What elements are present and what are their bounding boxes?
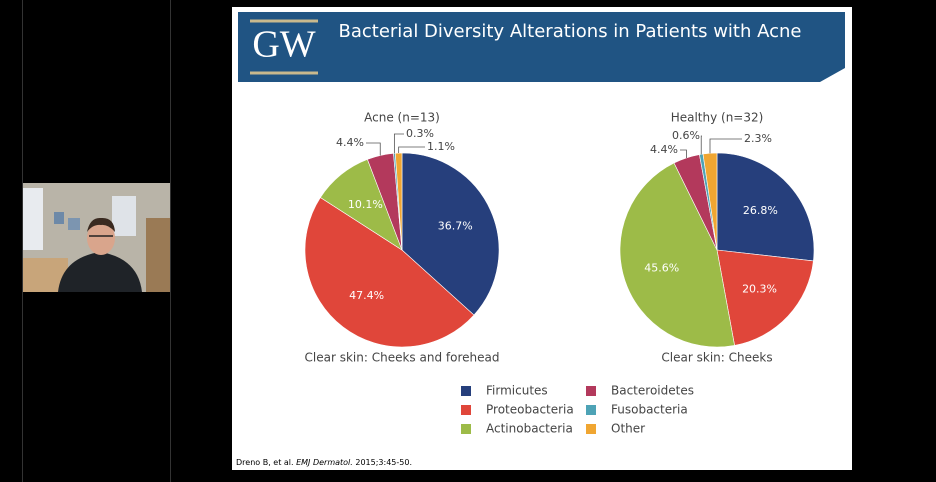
citation-part: EMJ Dermatol. xyxy=(296,458,353,467)
value-label: 1.1% xyxy=(427,140,455,153)
pie-slice xyxy=(716,152,815,262)
logo: GW xyxy=(252,24,315,66)
legend-swatch xyxy=(461,386,471,396)
pie-slice xyxy=(304,197,475,348)
citation-part: Dreno B, et al. xyxy=(236,458,296,467)
webcam-feed xyxy=(23,183,170,292)
value-label: 36.7% xyxy=(438,219,473,232)
leader-line xyxy=(680,149,687,158)
cabinet xyxy=(146,218,170,292)
window xyxy=(112,196,136,236)
citation: Dreno B, et al. EMJ Dermatol. 2015;3:45-… xyxy=(236,458,412,467)
legend-swatch xyxy=(586,424,596,434)
pie-title: Healthy (n=32) xyxy=(671,111,764,125)
citation-part: 2015;3:45-50. xyxy=(353,458,412,467)
pie-slice xyxy=(716,249,814,346)
value-label: 10.1% xyxy=(348,198,383,211)
legend-label: Actinobacteria xyxy=(486,422,573,436)
slide-header xyxy=(238,12,845,82)
window xyxy=(23,188,43,250)
pie-slice xyxy=(394,152,403,251)
value-label: 0.3% xyxy=(406,127,434,140)
value-label: 45.6% xyxy=(644,261,679,274)
value-label: 4.4% xyxy=(650,143,678,156)
value-label: 0.6% xyxy=(672,129,700,142)
pie-slice xyxy=(619,162,735,348)
value-label: 4.4% xyxy=(336,136,364,149)
person-head xyxy=(87,221,115,255)
legend-label: Proteobacteria xyxy=(486,403,574,417)
value-label: 47.4% xyxy=(349,289,384,302)
legend-swatch xyxy=(586,405,596,415)
legend-label: Fusobacteria xyxy=(611,403,688,417)
value-label: 26.8% xyxy=(743,204,778,217)
person-body xyxy=(58,252,142,292)
legend-swatch xyxy=(461,405,471,415)
legend-label: Other xyxy=(611,422,645,436)
leader-line xyxy=(366,142,381,156)
legend-label: Firmicutes xyxy=(486,384,548,398)
leader-line xyxy=(700,135,702,155)
legend-label: Bacteroidetes xyxy=(611,384,694,398)
person-hair xyxy=(87,217,115,232)
legend-swatch xyxy=(586,386,596,396)
pie-caption: Clear skin: Cheeks xyxy=(661,351,772,365)
pie-title: Acne (n=13) xyxy=(364,111,440,125)
legend-swatch xyxy=(461,424,471,434)
pie-slice xyxy=(401,152,500,316)
picture xyxy=(54,212,64,224)
value-label: 20.3% xyxy=(742,283,777,296)
slide-title: Bacterial Diversity Alterations in Patie… xyxy=(338,21,801,42)
value-label: 2.3% xyxy=(744,132,772,145)
leader-line xyxy=(393,133,404,154)
leader-line xyxy=(709,138,742,154)
leader-line xyxy=(398,146,425,154)
pie-caption: Clear skin: Cheeks and forehead xyxy=(305,351,500,365)
picture xyxy=(68,218,80,230)
